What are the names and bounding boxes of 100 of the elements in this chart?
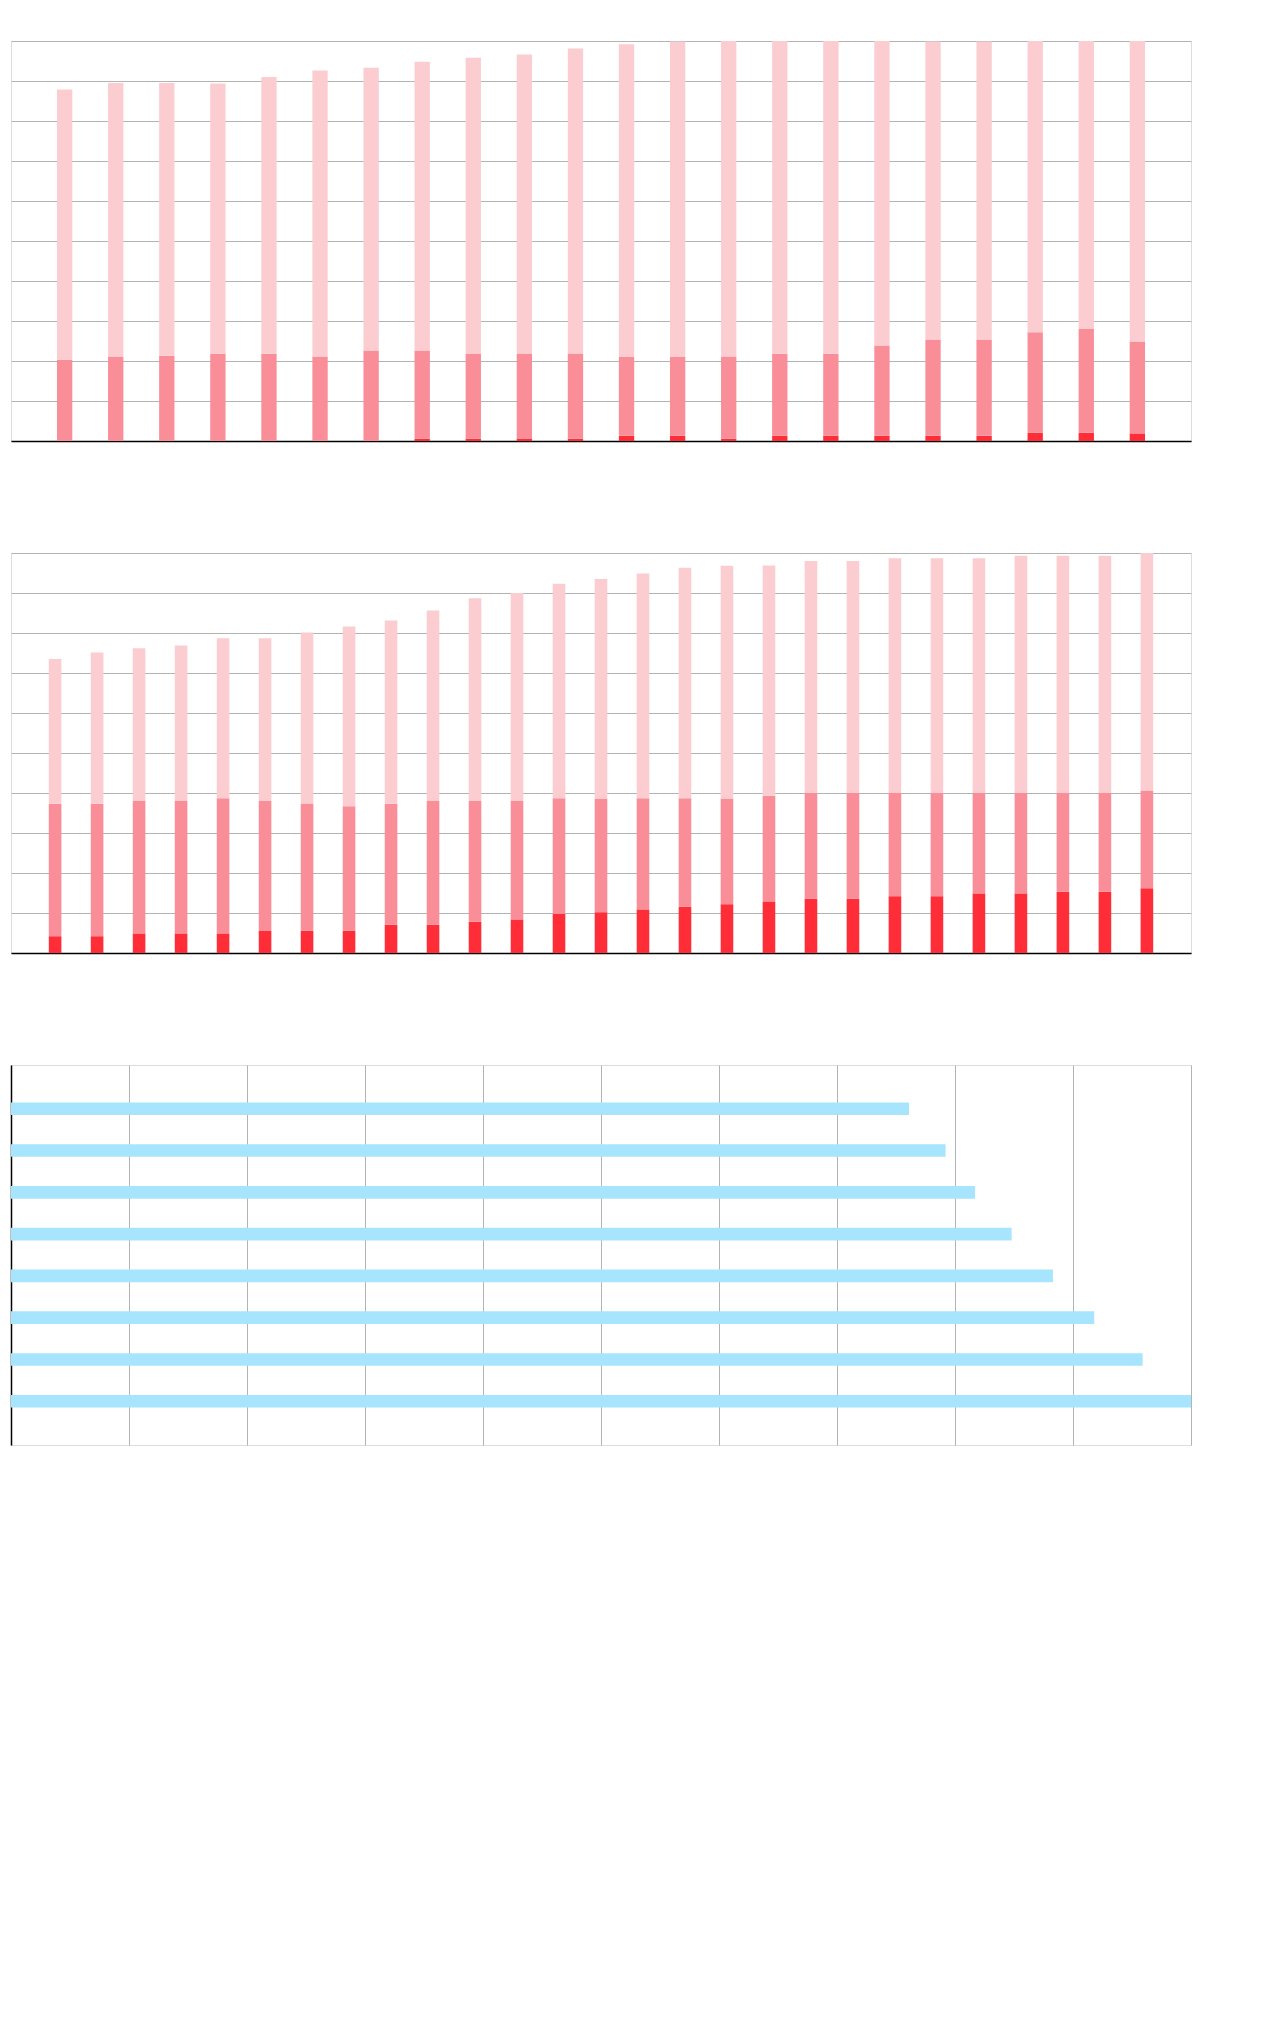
- bar: [468, 598, 482, 801]
- bar: [720, 565, 734, 799]
- bar: [874, 345, 890, 436]
- bar: [261, 353, 277, 441]
- bar: [1098, 555, 1112, 793]
- bar: [552, 798, 566, 914]
- bar: [720, 798, 734, 905]
- bar: [1014, 555, 1028, 793]
- bar: [567, 353, 584, 439]
- bar: [342, 930, 356, 953]
- bar: [11, 1394, 1191, 1408]
- bar: [174, 933, 188, 953]
- bar: [11, 1311, 1095, 1324]
- bar: [1027, 41, 1043, 333]
- bar: [363, 350, 379, 441]
- bar: [925, 435, 941, 441]
- bar: [261, 77, 277, 354]
- bar: [552, 913, 566, 953]
- bar: [1027, 332, 1043, 433]
- bar: [11, 1144, 946, 1157]
- bar: [888, 896, 902, 953]
- bar: [972, 893, 986, 953]
- bar: [384, 620, 398, 804]
- bar: [414, 350, 430, 439]
- bar: [888, 558, 902, 793]
- bar: [925, 339, 941, 436]
- bar: [384, 803, 398, 925]
- bar: [312, 356, 328, 441]
- bar: [772, 353, 788, 436]
- bar: [132, 648, 146, 801]
- bar: [11, 1102, 909, 1116]
- bar: [312, 70, 328, 357]
- bar: [11, 1186, 976, 1199]
- bar: [48, 803, 62, 937]
- bar: [618, 44, 635, 357]
- bar: [1078, 432, 1094, 441]
- bar: [823, 435, 839, 441]
- bar: [210, 83, 226, 354]
- bar: [721, 356, 737, 439]
- bar: [874, 41, 890, 346]
- bar: [1078, 329, 1094, 433]
- bar: [363, 67, 379, 351]
- bar: [258, 930, 272, 953]
- bar: [972, 558, 986, 793]
- bar: [804, 793, 818, 899]
- bar: [976, 41, 992, 340]
- bar: [930, 558, 944, 793]
- bar: [468, 921, 482, 953]
- bar: [426, 801, 440, 925]
- bar: [1056, 793, 1070, 892]
- bar: [669, 435, 686, 441]
- bar: [636, 798, 650, 910]
- bar: [678, 798, 692, 907]
- bar: [426, 924, 440, 953]
- bar: [174, 645, 188, 801]
- bar: [888, 793, 902, 897]
- bar: [90, 652, 104, 804]
- bar: [762, 901, 776, 953]
- bar: [510, 919, 524, 953]
- bar: [678, 567, 692, 799]
- bar: [552, 583, 566, 799]
- bar: [972, 793, 986, 894]
- bar: [930, 793, 944, 897]
- bar: [594, 798, 608, 913]
- bar: [636, 909, 650, 953]
- bar: [56, 359, 73, 441]
- bar: [804, 898, 818, 953]
- bar: [1056, 555, 1070, 793]
- bar: [976, 339, 992, 436]
- bar: [823, 353, 839, 436]
- bar: [510, 593, 524, 801]
- bar: [1014, 793, 1028, 894]
- bar: [1014, 893, 1028, 953]
- bar: [465, 57, 481, 354]
- bar: [342, 626, 356, 807]
- bar: [930, 896, 944, 953]
- bar: [300, 930, 314, 953]
- bar: [762, 795, 776, 902]
- bar: [258, 801, 272, 931]
- bar: [1140, 888, 1154, 953]
- bar: [618, 435, 635, 441]
- bar: [720, 904, 734, 953]
- bar: [1056, 891, 1070, 953]
- bar: [90, 803, 104, 937]
- bar: [804, 561, 818, 793]
- bar: [846, 898, 860, 953]
- bar: [1098, 793, 1112, 892]
- bar: [300, 803, 314, 931]
- bar: [846, 793, 860, 899]
- bar: [11, 1227, 1012, 1241]
- bar: [1140, 553, 1154, 791]
- bar: [414, 61, 430, 351]
- bar: [594, 579, 608, 799]
- bar: [210, 353, 226, 441]
- bar: [618, 357, 635, 436]
- bar: [48, 659, 62, 804]
- bar: [678, 906, 692, 953]
- bar: [159, 83, 175, 356]
- bar: [874, 435, 890, 441]
- bar: [132, 801, 146, 934]
